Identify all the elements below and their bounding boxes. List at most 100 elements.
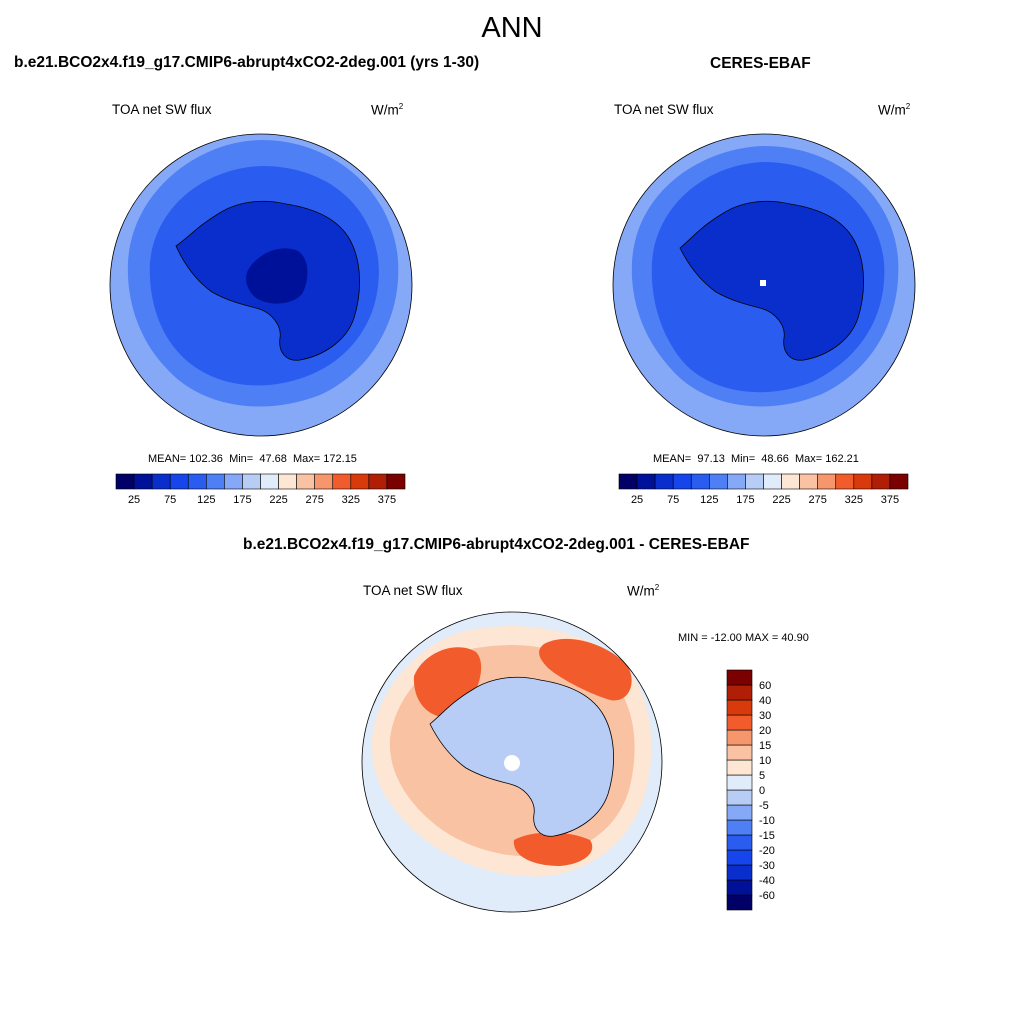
figure-title: ANN (481, 12, 543, 44)
diff-colorbar-tick-label: 40 (759, 695, 771, 707)
obs-colorbar-tick-label: 25 (631, 494, 643, 506)
model-colorbar-cell (386, 473, 406, 490)
obs-map-border (612, 133, 916, 437)
diff-map (362, 612, 662, 912)
diff-colorbar-tick-label: 20 (759, 725, 771, 737)
obs-colorbar-cell (763, 473, 782, 490)
obs-colorbar-cell (835, 473, 855, 490)
diff-ross-sea (539, 638, 632, 701)
obs-colorbar-cell (817, 473, 837, 490)
diff-colorbar-cell (726, 729, 753, 746)
obs-colorbar-cell (871, 473, 891, 490)
obs-colorbar-cell (889, 473, 909, 490)
model-colorbar-cell (296, 473, 315, 490)
diff-units-label: W/m2 (627, 583, 660, 599)
model-colorbar-cell (187, 473, 207, 490)
obs-colorbar-tick-label: 175 (736, 494, 754, 506)
model-map (110, 134, 412, 436)
obs-colorbar-cell (690, 473, 710, 490)
model-colorbar-tick-label: 275 (306, 494, 324, 506)
model-stats: MEAN= 102.36 Min= 47.68 Max= 172.15 (148, 453, 357, 465)
diff-colorbar-cell (726, 819, 753, 836)
obs-colorbar-cell (799, 473, 818, 490)
obs-colorbar-cell (745, 473, 764, 490)
diff-bellingshausen-sea (513, 832, 593, 866)
obs-stats: MEAN= 97.13 Min= 48.66 Max= 162.21 (653, 453, 859, 465)
model-colorbar-cell (133, 473, 153, 490)
diff-colorbar-cell (726, 879, 753, 896)
obs-units-label: W/m2 (878, 102, 911, 118)
model-units-label: W/m2 (371, 102, 404, 118)
model-colorbar-tick-label: 125 (197, 494, 215, 506)
obs-colorbar-tick-label: 225 (772, 494, 790, 506)
model-panel-title: b.e21.BCO2x4.f19_g17.CMIP6-abrupt4xCO2-2… (14, 54, 480, 71)
model-colorbar-tick-label: 325 (342, 494, 360, 506)
diff-colorbar-cell (726, 834, 753, 851)
obs-colorbar-tick-label: 125 (700, 494, 718, 506)
diff-colorbar-cell (726, 714, 753, 731)
diff-variable-label: TOA net SW flux (363, 583, 463, 598)
model-colorbar-cell (151, 473, 171, 490)
model-colorbar-tick-label: 375 (378, 494, 396, 506)
model-colorbar-cell (169, 473, 189, 490)
model-variable-label: TOA net SW flux (112, 102, 212, 117)
diff-colorbar-tick-label: -40 (759, 875, 775, 887)
obs-pole-gap (760, 280, 766, 286)
obs-colorbar-tick-label: 325 (845, 494, 863, 506)
obs-colorbar-tick-label: 375 (881, 494, 899, 506)
diff-colorbar-tick-label: -20 (759, 845, 775, 857)
model-colorbar-cell (242, 473, 261, 490)
obs-colorbar-cell (727, 473, 746, 490)
model-map-border (109, 133, 413, 437)
diff-colorbar-cell (726, 744, 753, 761)
diff-colorbar-cell (726, 774, 753, 791)
diff-colorbar-cell (726, 789, 753, 806)
obs-variable-label: TOA net SW flux (614, 102, 714, 117)
model-colorbar-cell (368, 473, 388, 490)
obs-antarctica (679, 200, 864, 361)
diff-antarctica (429, 676, 614, 837)
diff-colorbar-tick-label: 0 (759, 785, 765, 797)
obs-colorbar-cell (636, 473, 656, 490)
model-colorbar-tick-label: 25 (128, 494, 140, 506)
obs-colorbar-cell (654, 473, 674, 490)
model-colorbar-cell (224, 473, 243, 490)
diff-colorbar-cell (726, 864, 753, 881)
diff-colorbar-cell (726, 894, 753, 911)
model-plateau-min (246, 248, 308, 304)
obs-colorbar: 25 75 125 175 225 275 325 375 (618, 473, 909, 506)
model-colorbar-cell (278, 473, 297, 490)
obs-colorbar-cell (672, 473, 692, 490)
diff-colorbar: 60 40 30 20 15 10 5 0 -5 -10 -15 -20 -30 -40 -60 (726, 669, 775, 911)
diff-colorbar-tick-label: -15 (759, 830, 775, 842)
obs-colorbar-tick-label: 75 (667, 494, 679, 506)
model-colorbar-cell (115, 473, 135, 490)
obs-panel-title: CERES-EBAF (710, 55, 811, 72)
diff-colorbar-tick-label: 60 (759, 680, 771, 692)
diff-colorbar-tick-label: -10 (759, 815, 775, 827)
obs-colorbar-cell (709, 473, 728, 490)
diff-colorbar-cell (726, 759, 753, 776)
model-colorbar-tick-label: 225 (269, 494, 287, 506)
model-colorbar-cell (206, 473, 225, 490)
diff-colorbar-tick-label: 15 (759, 740, 771, 752)
obs-colorbar-tick-label: 275 (809, 494, 827, 506)
diff-colorbar-tick-label: 5 (759, 770, 765, 782)
obs-colorbar-cell (618, 473, 638, 490)
obs-colorbar-cell (781, 473, 800, 490)
diff-colorbar-tick-label: -60 (759, 890, 775, 902)
diff-colorbar-cell (726, 804, 753, 821)
obs-colorbar-cell (853, 473, 873, 490)
diff-colorbar-cell (726, 699, 753, 716)
diff-colorbar-tick-label: -5 (759, 800, 769, 812)
model-colorbar-cell (332, 473, 352, 490)
model-colorbar-cell (314, 473, 334, 490)
diff-colorbar-cell (726, 684, 753, 701)
model-colorbar-tick-label: 75 (164, 494, 176, 506)
diff-colorbar-tick-label: -30 (759, 860, 775, 872)
model-colorbar-cell (350, 473, 370, 490)
diff-panel-title: b.e21.BCO2x4.f19_g17.CMIP6-abrupt4xCO2-2… (243, 536, 750, 553)
obs-map (613, 134, 915, 436)
diff-minmax: MIN = -12.00 MAX = 40.90 (678, 632, 809, 644)
